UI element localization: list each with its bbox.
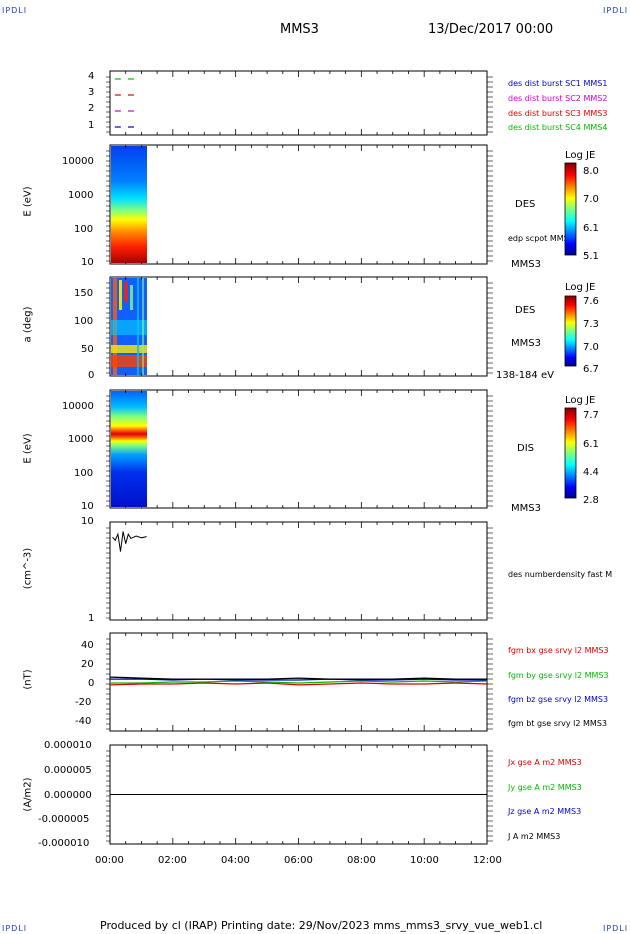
dis-energy-cbar-title: Log JE <box>565 395 596 406</box>
des-energy-instrument-label: DES <box>515 199 536 210</box>
current-ytick: -0.000010 <box>38 838 90 849</box>
time-tick: 00:00 <box>95 855 124 866</box>
burst-ytick: 3 <box>88 87 95 98</box>
time-tick: 10:00 <box>410 855 439 866</box>
bfield-legend-by: fgm by gse srvy l2 MMS3 <box>508 671 609 680</box>
current-ytick: -0.000005 <box>38 814 90 825</box>
des-energy-overlay-label: edp scpot MMS3 <box>508 234 574 243</box>
density-ytick: 1 <box>88 613 95 624</box>
des-energy-colorbar <box>564 162 577 256</box>
des-energy-cbar-tick: 7.0 <box>583 194 599 205</box>
current-ytick: 0.000005 <box>44 765 92 776</box>
time-tick: 04:00 <box>221 855 250 866</box>
dis-energy-cbar-tick: 2.8 <box>583 495 599 506</box>
des-pitch-cbar-tick: 7.0 <box>583 342 599 353</box>
burst-legend-mms3: des dist burst SC3 MMS3 <box>508 109 608 118</box>
des-pitch-cbar-tick: 6.7 <box>583 364 599 375</box>
bfield-legend-bt: fgm bt gse srvy l2 MMS3 <box>508 719 607 728</box>
des-energy-ytick: 10 <box>81 257 94 268</box>
footer-text: Produced by cl (IRAP) Printing date: 29/… <box>100 919 543 932</box>
des-pitch-spectrogram <box>111 278 147 375</box>
corner-label-bottom-right: IPDLI <box>603 924 629 933</box>
dis-energy-ytick: 1000 <box>68 434 94 445</box>
density-series-line <box>112 531 147 552</box>
des-pitch-panel-frame <box>109 276 488 377</box>
bfield-ytick: -20 <box>75 697 92 708</box>
time-tick: 08:00 <box>347 855 376 866</box>
des-pitch-ytick: 150 <box>74 288 94 299</box>
time-tick: 12:00 <box>473 855 502 866</box>
des-energy-ytick: 10000 <box>62 156 94 167</box>
corner-label-top-left: IPDLI <box>2 6 28 15</box>
density-ytick: 10 <box>81 516 94 527</box>
burst-legend-mms4: des dist burst SC4 MMS4 <box>508 123 608 132</box>
des-energy-cbar-tick: 8.0 <box>583 166 599 177</box>
des-energy-sc-label: MMS3 <box>511 259 541 270</box>
dis-energy-ytick: 10 <box>81 501 94 512</box>
current-legend-jy: Jy gse A m2 MMS3 <box>508 783 582 792</box>
des-energy-ytick: 1000 <box>68 190 94 201</box>
bfield-series-line <box>109 682 488 686</box>
burst-panel-frame <box>109 70 488 136</box>
des-pitch-ytick: 100 <box>74 316 94 327</box>
burst-legend-mms2: des dist burst SC2 MMS2 <box>508 94 608 103</box>
dis-energy-cbar-tick: 6.1 <box>583 439 599 450</box>
bfield-ytick: 0 <box>88 678 95 689</box>
header-spacecraft: MMS3 <box>280 22 319 37</box>
burst-ytick: 2 <box>88 103 95 114</box>
burst-ytick: 4 <box>88 71 95 82</box>
dis-energy-spectrogram <box>111 391 147 507</box>
corner-label-top-right: IPDLI <box>603 6 629 15</box>
current-legend-j: J A m2 MMS3 <box>508 832 561 841</box>
dis-energy-ytick: 100 <box>74 468 94 479</box>
dis-energy-cbar-tick: 7.7 <box>583 410 599 421</box>
des-pitch-ytick: 50 <box>81 344 94 355</box>
burst-ytick: 1 <box>88 120 95 131</box>
burst-markers <box>114 78 134 128</box>
bfield-lines <box>109 676 488 686</box>
des-pitch-cbar-tick: 7.3 <box>583 319 599 330</box>
des-pitch-energy-range: 138-184 eV <box>496 370 554 381</box>
time-tick: 02:00 <box>158 855 187 866</box>
current-legend-jz: Jz gse A m2 MMS3 <box>508 807 582 816</box>
des-pitch-cbar-tick: 7.6 <box>583 296 599 307</box>
density-label: des numberdensity fast M <box>508 570 613 579</box>
header-datetime: 13/Dec/2017 00:00 <box>428 22 554 37</box>
current-legend-jx: Jx gse A m2 MMS3 <box>508 758 582 767</box>
des-pitch-sc-label: MMS3 <box>511 338 541 349</box>
bfield-series-line <box>110 680 488 684</box>
corner-label-bottom-left: IPDLI <box>2 924 28 933</box>
dis-energy-cbar-tick: 4.4 <box>583 467 599 478</box>
dis-energy-instrument-label: DIS <box>517 443 534 454</box>
bfield-legend-bx: fgm bx gse srvy l2 MMS3 <box>508 646 609 655</box>
axis-ticks <box>106 71 493 844</box>
bfield-series-line <box>109 676 487 680</box>
des-energy-spectrogram <box>111 146 147 263</box>
des-energy-cbar-title: Log JE <box>565 150 596 161</box>
dis-energy-ytick: 10000 <box>62 401 94 412</box>
des-pitch-cbar-title: Log JE <box>565 282 596 293</box>
des-pitch-instrument-label: DES <box>515 305 536 316</box>
des-pitch-ytick: 0 <box>88 370 95 381</box>
dis-energy-sc-label: MMS3 <box>511 503 541 514</box>
burst-legend-mms1: des dist burst SC1 MMS1 <box>508 79 608 88</box>
des-pitch-colorbar <box>564 295 577 367</box>
des-energy-cbar-tick: 5.1 <box>583 251 599 262</box>
des-energy-panel-frame <box>109 144 488 265</box>
dis-energy-panel-frame <box>109 389 488 509</box>
bfield-ytick: 40 <box>81 640 94 651</box>
des-energy-ytick: 100 <box>74 224 94 235</box>
bfield-ytick: 20 <box>81 659 94 670</box>
density-panel-frame <box>109 521 488 621</box>
des-energy-cbar-tick: 6.1 <box>583 223 599 234</box>
bfield-series-line <box>110 678 487 681</box>
dis-energy-colorbar <box>564 407 577 499</box>
bfield-ytick: -40 <box>75 716 92 727</box>
bfield-legend-bz: fgm bz gse srvy l2 MMS3 <box>508 695 609 704</box>
time-tick: 06:00 <box>284 855 313 866</box>
current-ytick: 0.000000 <box>44 790 92 801</box>
current-ytick: 0.000010 <box>44 740 92 751</box>
density-line <box>112 531 147 552</box>
